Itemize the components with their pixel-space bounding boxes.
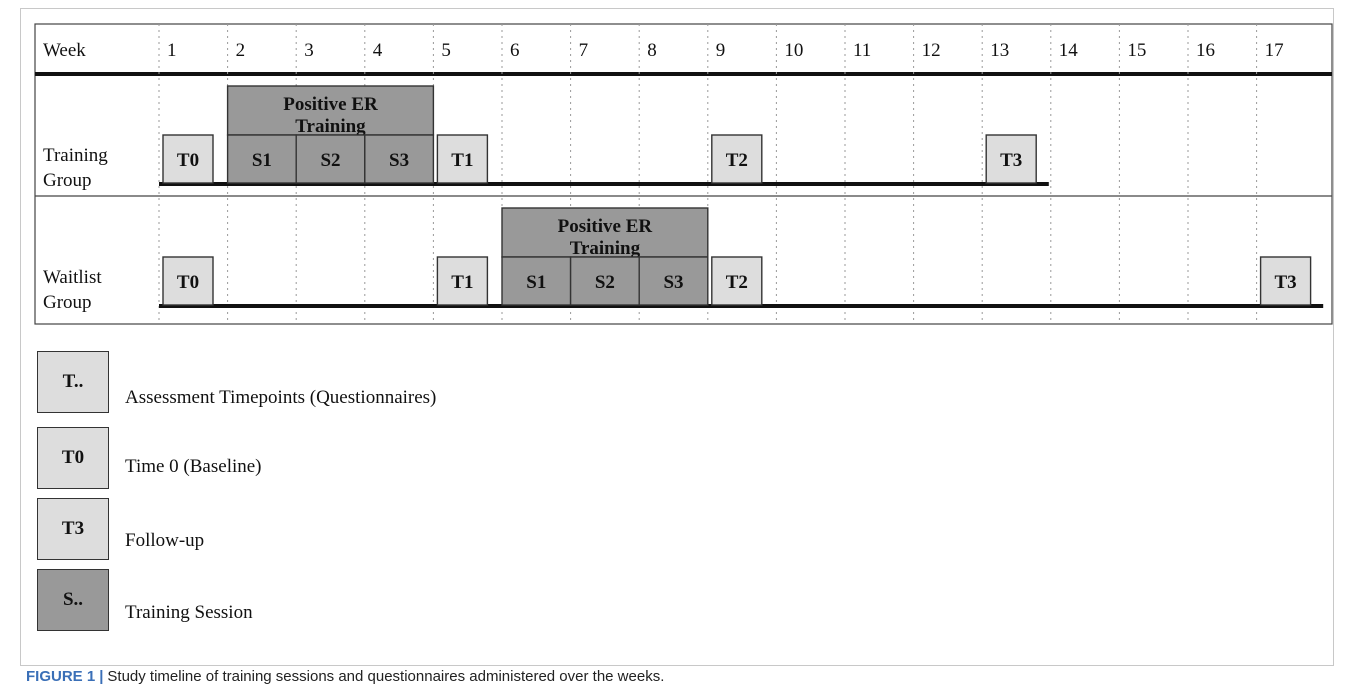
week-number-17: 17 [1265,40,1284,61]
training-session-box-s3 [638,256,709,306]
week-number-10: 10 [784,40,803,61]
assessment-label: T2 [726,272,748,293]
training-session-label: S3 [389,150,409,171]
legend-text-training-session: Training Session [125,602,253,623]
group-label-line: Training [43,145,108,166]
week-number-2: 2 [236,40,246,61]
training-session-box-s3 [364,134,435,184]
week-number-15: 15 [1127,40,1146,61]
assessment-box-t2 [711,134,763,184]
legend-text-assessment-timepoints: Assessment Timepoints (Questionnaires) [125,387,437,408]
training-block-title-line: Positive ER [283,94,378,115]
assessment-label: T1 [451,150,473,171]
training-block-title-box [226,85,435,136]
caption-text: Study timeline of training sessions and … [107,668,665,685]
assessment-box-t0 [162,134,214,184]
assessment-box-t3 [985,134,1037,184]
caption-separator: | [99,668,104,685]
legend-text-follow-up: Follow-up [125,530,205,551]
training-session-label: S1 [526,272,546,293]
week-number-14: 14 [1059,40,1079,61]
training-session-label: S2 [595,272,615,293]
assessment-box-t0 [162,256,214,306]
week-number-3: 3 [304,40,314,61]
training-session-label: S1 [252,150,272,171]
legend-box-label: T0 [61,447,85,468]
group-label-line: Group [43,170,92,191]
training-block-title-line: Training [570,238,641,259]
legend-box-follow-up: T3 [37,498,109,560]
legend-box-assessment-generic: T.. [37,351,109,413]
training-block-title-box [501,207,709,258]
assessment-label: T3 [1000,150,1022,171]
week-number-5: 5 [441,40,451,61]
training-block-title-line: Training [295,116,366,137]
legend-box-label: T3 [61,518,85,539]
week-number-9: 9 [716,40,726,61]
week-number-11: 11 [853,40,871,61]
legend-box-baseline: T0 [37,427,109,489]
week-number-12: 12 [922,40,941,61]
training-session-box-s1 [501,256,572,306]
training-session-label: S2 [320,150,340,171]
assessment-label: T2 [726,150,748,171]
legend-box-label: T.. [62,371,84,392]
group-label-line: Group [43,292,92,313]
assessment-box-t3 [1259,256,1312,306]
week-number-6: 6 [510,40,520,61]
assessment-label: T0 [177,150,199,171]
training-session-box-s2 [569,256,640,306]
legend-box-training-session: S.. [37,569,109,631]
week-number-16: 16 [1196,40,1215,61]
group-label-line: Waitlist [43,267,102,288]
timeline-frame [34,23,1333,325]
assessment-box-t1 [436,256,489,306]
assessment-label: T3 [1275,272,1297,293]
week-number-7: 7 [579,40,589,61]
week-number-8: 8 [647,40,657,61]
figure-caption: FIGURE 1 | Study timeline of training sess… [26,668,664,685]
training-session-box-s2 [295,134,366,184]
legend-box-label: S.. [62,589,84,610]
assessment-box-t1 [436,134,489,184]
assessment-label: T0 [177,272,199,293]
study-timeline-diagram: Week 1 2 3 4 5 6 7 8 9 10 11 12 13 14 15 16 17TrainingGro… [34,23,1333,325]
training-block-title-line: Positive ER [558,216,653,237]
week-number-13: 13 [990,40,1009,61]
training-session-label: S3 [663,272,683,293]
figure-panel: Week 1 2 3 4 5 6 7 8 9 10 11 12 13 14 15 16 17 Training Gro… [20,8,1334,666]
week-number-4: 4 [373,40,383,61]
caption-figure-label: FIGURE 1 [26,668,96,685]
assessment-box-t2 [711,256,763,306]
week-header-label: Week [43,40,86,61]
week-number-1: 1 [167,40,177,61]
assessment-label: T1 [451,272,473,293]
legend-text-baseline: Time 0 (Baseline) [125,456,262,477]
